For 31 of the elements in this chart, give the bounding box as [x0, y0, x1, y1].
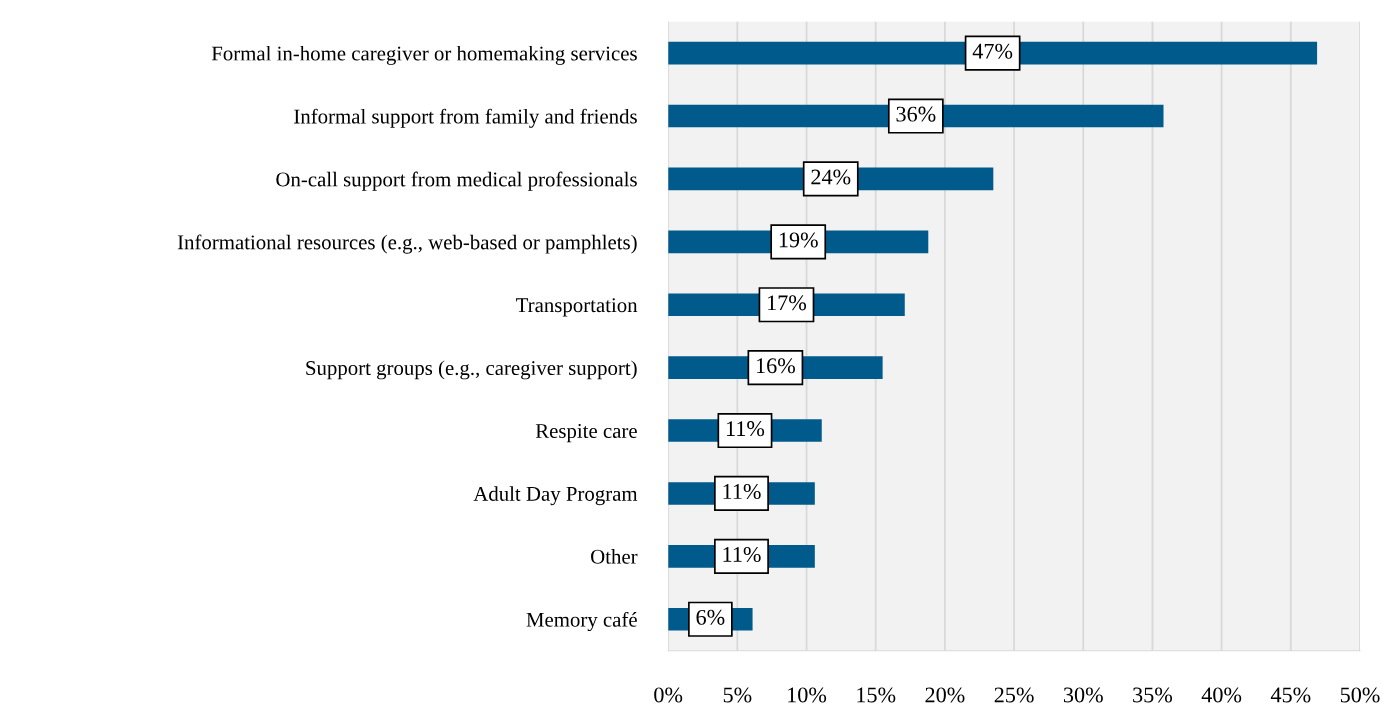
y-tick-label: Support groups (e.g., caregiver support)	[306, 360, 637, 380]
data-label: 6%	[696, 609, 725, 625]
x-tick-label: 20%	[925, 687, 965, 703]
y-tick-label: Respite care	[535, 423, 637, 443]
data-label: 16%	[756, 358, 795, 374]
x-tick-label: 0%	[654, 687, 683, 703]
y-tick-label: Informational resources (e.g., web-based or pamphlets)	[177, 234, 637, 254]
x-tick-label: 5%	[723, 687, 752, 703]
x-tick-label: 45%	[1270, 687, 1311, 703]
y-tick-label: On-call support from medical professionals	[276, 171, 637, 191]
data-label: 36%	[896, 106, 936, 122]
y-tick-label: Other	[591, 549, 638, 564]
data-label: 11%	[723, 546, 761, 562]
data-label: 19%	[779, 232, 818, 248]
data-label: 17%	[768, 295, 807, 311]
data-label: 11%	[723, 484, 761, 500]
x-tick-label: 10%	[788, 687, 827, 703]
x-tick-label: 40%	[1201, 687, 1242, 703]
data-label: 24%	[811, 169, 851, 185]
x-tick-label: 30%	[1063, 687, 1103, 703]
x-tick-label: 15%	[857, 687, 896, 703]
y-tick-label: Adult Day Program	[473, 486, 638, 506]
y-tick-label: Transportation	[516, 298, 638, 317]
y-tick-label: Informal support from family and friends	[294, 108, 637, 128]
data-label: 11%	[726, 421, 765, 437]
data-label: 47%	[972, 43, 1013, 59]
x-tick-label: 50%	[1340, 687, 1380, 703]
y-tick-label: Formal in-home caregiver or homemaking services	[211, 45, 637, 65]
y-tick-label: Memory café	[526, 611, 637, 632]
x-tick-label: 25%	[994, 687, 1034, 703]
x-tick-label: 35%	[1133, 687, 1173, 703]
